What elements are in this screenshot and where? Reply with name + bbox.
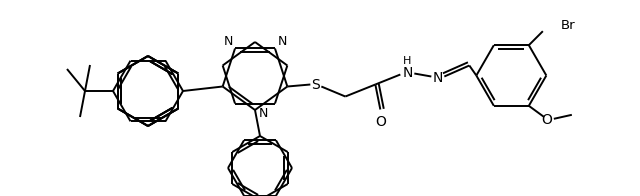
Text: N: N	[432, 71, 442, 84]
Text: O: O	[375, 114, 386, 129]
Text: N: N	[402, 65, 413, 80]
Text: O: O	[541, 113, 552, 127]
Text: N: N	[223, 35, 233, 48]
Text: N: N	[259, 106, 268, 120]
Text: Br: Br	[561, 19, 575, 32]
Text: N: N	[277, 35, 287, 48]
Text: H: H	[403, 55, 412, 65]
Text: S: S	[311, 77, 320, 92]
